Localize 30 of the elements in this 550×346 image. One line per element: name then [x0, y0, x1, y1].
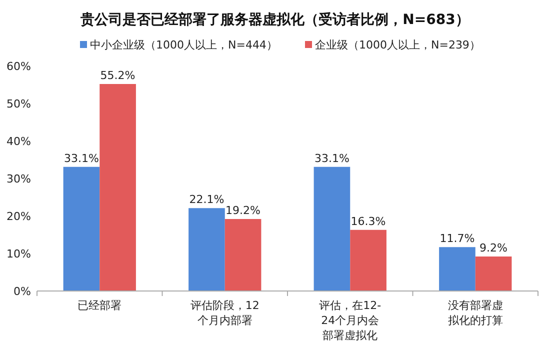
- legend-label: 中小企业级（1000人以上，N=444）: [90, 38, 278, 52]
- data-label: 16.3%: [350, 214, 386, 228]
- legend-label: 企业级（1000人以上，N=239）: [315, 38, 480, 52]
- bar: [63, 166, 100, 291]
- data-label: 19.2%: [226, 204, 261, 217]
- bar: [350, 230, 386, 291]
- data-label: 22.1%: [189, 193, 224, 206]
- y-tick-label: 20%: [6, 210, 31, 223]
- data-label: 55.2%: [100, 69, 136, 82]
- x-tick-label: 评估阶段，12个月内部署: [190, 299, 260, 327]
- y-tick-label: 0%: [14, 285, 31, 298]
- y-tick-label: 60%: [6, 60, 31, 73]
- bar: [224, 219, 262, 291]
- y-tick-label: 10%: [6, 248, 31, 260]
- bar: [475, 256, 512, 291]
- x-tick-label: 已经部署: [78, 299, 122, 312]
- y-tick-label: 40%: [6, 135, 31, 148]
- data-label: 33.1%: [64, 152, 99, 165]
- data-label: 9.2%: [480, 242, 508, 254]
- bar: [439, 247, 476, 291]
- x-tick-label: 评估，在12-24个月内会部署虚拟化: [319, 299, 382, 342]
- chart-title: 贵公司是否已经部署了服务器虚拟化（受访者比例，N=683）: [80, 11, 470, 28]
- data-label: 33.1%: [314, 152, 350, 165]
- bar: [314, 166, 350, 291]
- y-tick-label: 30%: [6, 172, 31, 186]
- data-label: 11.7%: [440, 232, 475, 246]
- x-tick-label: 没有部署虚拟化的打算: [448, 299, 503, 327]
- bar: [188, 208, 225, 291]
- y-tick-label: 50%: [6, 98, 31, 110]
- bar: [100, 84, 136, 291]
